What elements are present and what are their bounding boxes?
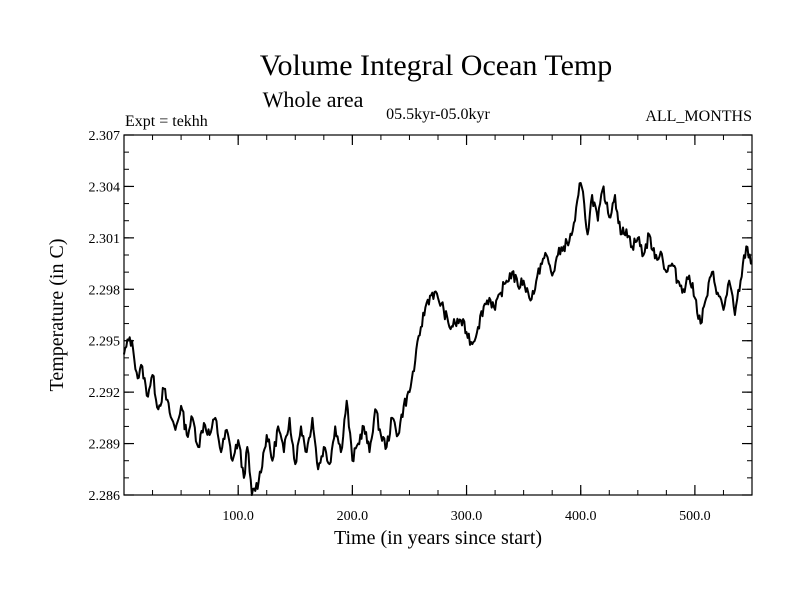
y-tick-label: 2.307 [89,129,121,144]
x-tick-labels: 100.0 200.0 300.0 400.0 500.0 [222,509,710,524]
x-tick-label: 300.0 [451,509,483,524]
x-tick-label: 500.0 [679,509,711,524]
y-tick-labels: 2.286 2.289 2.292 2.295 2.298 2.301 2.304 2.307 [89,129,121,504]
y-axis-label: Temperature (in C) [46,239,68,392]
chart-title: Volume Integral Ocean Temp [260,49,613,82]
y-tick-label: 2.304 [89,180,121,195]
x-tick-label: 400.0 [565,509,597,524]
y-tick-label: 2.298 [89,283,121,298]
x-tick-label: 100.0 [222,509,254,524]
chart-subtitle: Whole area [263,87,364,112]
y-tick-label: 2.301 [89,232,121,247]
series-line [123,182,752,496]
major-ticks [124,134,752,496]
experiment-label: Expt = tekhh [125,113,208,130]
plot-frame [123,134,753,496]
y-tick-label: 2.286 [89,489,121,504]
y-tick-label: 2.289 [89,438,121,453]
y-tick-label: 2.295 [89,335,121,350]
y-tick-label: 2.292 [89,386,121,401]
months-label: ALL_MONTHS [645,108,752,125]
x-axis-label: Time (in years since start) [334,527,542,549]
x-tick-label: 200.0 [337,509,369,524]
period-label: 05.5kyr-05.0kyr [386,106,490,123]
